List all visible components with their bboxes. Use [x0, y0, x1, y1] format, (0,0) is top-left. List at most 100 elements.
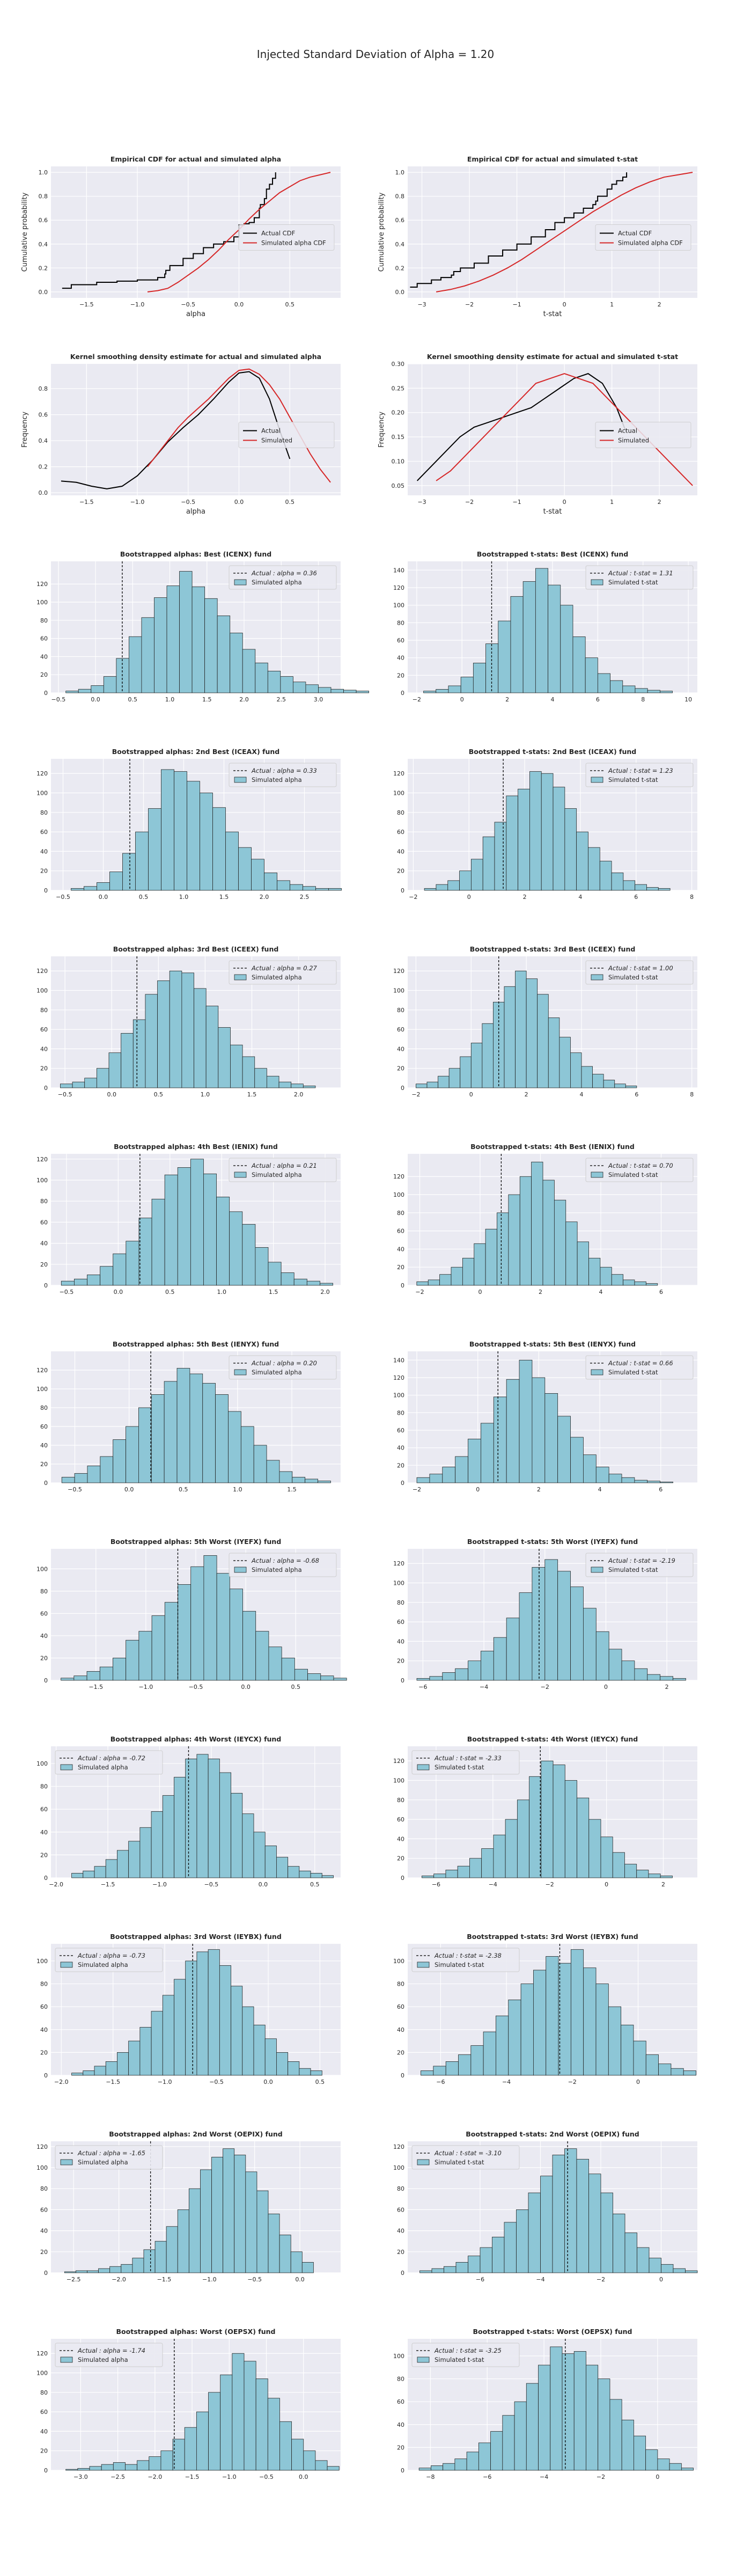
histogram-bar: [109, 872, 123, 891]
histogram-bar: [423, 691, 437, 693]
y-tick-label: 40: [397, 1045, 404, 1052]
histogram-bar: [196, 2411, 209, 2471]
legend-box: [411, 2343, 520, 2367]
histogram-bar: [455, 1456, 468, 1483]
x-tick-label: 0.5: [154, 1091, 164, 1098]
chart-title: Bootstrapped t-stats: 2nd Worst (OEPIX) …: [466, 2130, 639, 2138]
y-tick-label: 20: [397, 1462, 404, 1469]
histogram-bar: [157, 980, 170, 1088]
histogram-bar: [166, 2226, 178, 2273]
legend-label: Actual CDF: [261, 230, 295, 237]
histogram-bar: [278, 1081, 292, 1088]
x-tick-label: 1.0: [233, 1486, 242, 1493]
legend-label: Actual : t-stat = 1.00: [608, 964, 673, 972]
y-tick-label: 40: [397, 1638, 404, 1645]
histogram-bar: [552, 2155, 565, 2273]
legend-label: Actual : t-stat = -3.25: [434, 2347, 502, 2354]
chart-title: Bootstrapped t-stats: Best (ICENX) fund: [477, 550, 628, 558]
histogram-bar: [126, 1241, 139, 1286]
histogram-bar: [84, 1078, 97, 1088]
legend-box: [585, 1553, 694, 1577]
legend-box: [229, 1158, 337, 1182]
histogram-bar: [577, 1797, 590, 1878]
histogram-bar: [466, 2451, 479, 2471]
histogram-bar: [608, 1649, 622, 1681]
histogram-bar: [117, 1850, 129, 1878]
legend-label: Simulated t-stat: [435, 2158, 484, 2166]
y-tick-label: 40: [397, 655, 404, 662]
histogram-bar: [205, 1006, 219, 1088]
histogram-bar: [143, 2249, 156, 2273]
y-tick-label: 120: [393, 1758, 404, 1765]
histogram-bar: [560, 605, 573, 693]
y-tick-label: 0.0: [395, 289, 405, 296]
x-tick-label: 2: [539, 1289, 542, 1296]
histogram-bar: [160, 2450, 173, 2471]
histogram-bar: [211, 2156, 224, 2273]
x-tick-label: 1.0: [179, 894, 189, 901]
x-tick-label: −2: [411, 1091, 420, 1098]
x-tick-label: 1: [610, 301, 614, 308]
x-tick-label: 0.5: [310, 1881, 320, 1888]
x-tick-label: 0.5: [139, 894, 149, 901]
legend-box: [229, 1553, 337, 1577]
legend-label: Actual : alpha = -0.68: [251, 1557, 319, 1564]
histogram-bar: [208, 2392, 221, 2471]
y-tick-label: 40: [40, 2228, 48, 2235]
histogram-bar: [225, 831, 239, 891]
histogram-bar: [299, 1870, 311, 1878]
y-tick-label: 0: [401, 2270, 404, 2277]
y-tick-label: 0: [44, 1480, 48, 1487]
histogram-bar: [683, 2070, 696, 2076]
histogram-bar: [315, 888, 329, 891]
legend-label: Actual : alpha = -1.65: [77, 2149, 145, 2157]
histogram-bar: [301, 2262, 314, 2273]
histogram-bar: [658, 2063, 672, 2076]
histogram-bar: [164, 1174, 178, 1286]
histogram-bar: [431, 2268, 444, 2273]
legend-label: Simulated alpha: [78, 1763, 128, 1771]
legend-swatch: [234, 777, 247, 783]
legend-label: Simulated alpha: [252, 579, 302, 586]
legend-swatch: [60, 1962, 73, 1968]
x-tick-label: 1.5: [247, 1091, 257, 1098]
y-tick-label: 60: [40, 1610, 48, 1617]
histogram-bar: [522, 581, 536, 693]
histogram-bar: [255, 2379, 268, 2471]
legend-label: Actual : alpha = -0.72: [77, 1754, 145, 1762]
legend-box: [585, 1158, 694, 1182]
y-tick-label: 40: [40, 1829, 48, 1836]
y-tick-label: 0.0: [39, 489, 48, 496]
y-tick-label: 60: [397, 829, 404, 836]
histogram-bar: [71, 1873, 84, 1878]
y-tick-label: 80: [40, 1588, 48, 1595]
histogram-bar: [647, 690, 660, 693]
histogram-bar: [608, 1474, 622, 1483]
y-tick-label: 20: [397, 1855, 404, 1862]
histogram-bar: [333, 1678, 347, 1681]
x-tick-label: 0: [469, 1091, 473, 1098]
legend-label: Actual CDF: [618, 230, 652, 237]
legend-swatch: [60, 2159, 73, 2165]
histogram-bar: [520, 1984, 534, 2076]
legend-label: Actual : t-stat = 0.66: [608, 1359, 673, 1367]
histogram-bar: [190, 1159, 204, 1286]
y-tick-label: 40: [397, 1246, 404, 1253]
histogram-bar: [621, 1660, 635, 1681]
x-axis-label: t-stat: [543, 310, 562, 318]
histogram-bar: [586, 2365, 599, 2471]
legend-swatch: [60, 1764, 73, 1770]
histogram-bar: [493, 1637, 507, 1681]
x-tick-label: −4: [480, 1684, 488, 1690]
legend-swatch: [234, 1369, 247, 1375]
y-tick-label: 20: [40, 1461, 48, 1468]
legend-label: Simulated alpha: [78, 2356, 128, 2363]
histogram-bar: [583, 1608, 597, 1681]
histogram-bar: [541, 773, 554, 891]
histogram-bar: [659, 691, 673, 693]
histogram-bar: [634, 2435, 646, 2471]
histogram-bar: [455, 2262, 468, 2273]
y-tick-label: 80: [40, 1981, 48, 1988]
x-tick-label: −0.5: [209, 2079, 224, 2085]
